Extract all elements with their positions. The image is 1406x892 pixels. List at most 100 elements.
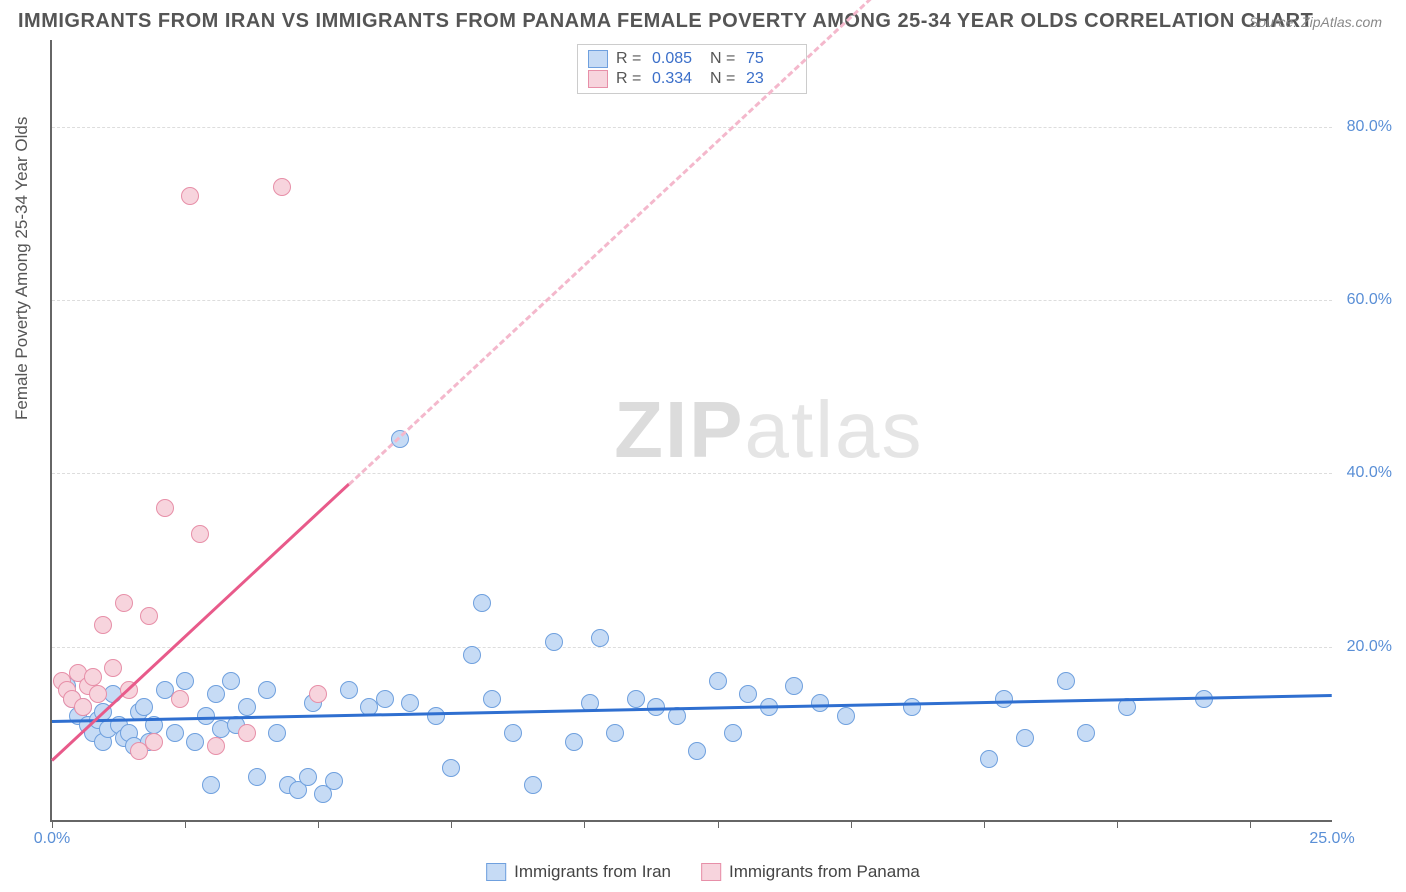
legend-r-value: 0.085 (652, 50, 702, 68)
data-point-iran (340, 681, 358, 699)
gridline (52, 647, 1332, 648)
legend-n-value: 75 (746, 50, 796, 68)
data-point-iran (545, 633, 563, 651)
y-axis-label: Female Poverty Among 25-34 Year Olds (12, 117, 32, 420)
legend-item-panama: Immigrants from Panama (701, 862, 920, 882)
data-point-iran (401, 694, 419, 712)
data-point-panama (94, 616, 112, 634)
data-point-iran (202, 776, 220, 794)
legend-swatch (588, 70, 608, 88)
data-point-panama (84, 668, 102, 686)
x-tick (1250, 820, 1251, 828)
data-point-iran (483, 690, 501, 708)
x-tick-label: 25.0% (1309, 830, 1354, 848)
data-point-iran (565, 733, 583, 751)
legend-n-label: N = (710, 50, 738, 68)
data-point-panama (238, 724, 256, 742)
y-tick-label: 80.0% (1347, 118, 1392, 136)
legend-series-label: Immigrants from Panama (729, 862, 920, 882)
legend-swatch (701, 863, 721, 881)
series-legend: Immigrants from Iran Immigrants from Pana… (486, 862, 920, 882)
data-point-iran (688, 742, 706, 760)
source-value: ZipAtlas.com (1301, 14, 1382, 30)
x-tick (318, 820, 319, 828)
x-tick (851, 820, 852, 828)
data-point-iran (463, 646, 481, 664)
data-point-iran (238, 698, 256, 716)
data-point-iran (1016, 729, 1034, 747)
data-point-iran (222, 672, 240, 690)
watermark-bold: ZIP (614, 385, 744, 474)
data-point-iran (207, 685, 225, 703)
gridline (52, 300, 1332, 301)
data-point-iran (186, 733, 204, 751)
legend-series-label: Immigrants from Iran (514, 862, 671, 882)
data-point-iran (473, 594, 491, 612)
data-point-iran (724, 724, 742, 742)
data-point-iran (504, 724, 522, 742)
data-point-panama (207, 737, 225, 755)
data-point-iran (268, 724, 286, 742)
data-point-iran (427, 707, 445, 725)
y-tick-label: 60.0% (1347, 291, 1392, 309)
x-tick (584, 820, 585, 828)
data-point-iran (837, 707, 855, 725)
watermark-light: atlas (745, 385, 924, 474)
data-point-iran (811, 694, 829, 712)
data-point-iran (166, 724, 184, 742)
x-tick (718, 820, 719, 828)
data-point-panama (115, 594, 133, 612)
data-point-iran (258, 681, 276, 699)
x-tick-label: 0.0% (34, 830, 70, 848)
data-point-panama (140, 607, 158, 625)
data-point-iran (325, 772, 343, 790)
data-point-iran (524, 776, 542, 794)
legend-row-panama: R =0.334N =23 (588, 69, 796, 89)
x-tick (451, 820, 452, 828)
gridline (52, 473, 1332, 474)
data-point-panama (74, 698, 92, 716)
legend-r-label: R = (616, 70, 644, 88)
data-point-iran (135, 698, 153, 716)
data-point-panama (273, 178, 291, 196)
source-label: Source: (1249, 14, 1297, 30)
data-point-iran (903, 698, 921, 716)
data-point-iran (1057, 672, 1075, 690)
data-point-panama (104, 659, 122, 677)
x-tick (984, 820, 985, 828)
y-tick-label: 20.0% (1347, 638, 1392, 656)
data-point-iran (627, 690, 645, 708)
plot-area: ZIPatlas R =0.085N =75R =0.334N =23 20.0… (50, 40, 1332, 822)
data-point-iran (591, 629, 609, 647)
data-point-iran (785, 677, 803, 695)
watermark: ZIPatlas (614, 384, 923, 476)
data-point-panama (181, 187, 199, 205)
data-point-iran (376, 690, 394, 708)
y-tick-label: 40.0% (1347, 464, 1392, 482)
data-point-panama (89, 685, 107, 703)
data-point-iran (980, 750, 998, 768)
data-point-panama (156, 499, 174, 517)
legend-row-iran: R = 0.085 N = 75 (588, 49, 796, 69)
gridline (52, 127, 1332, 128)
data-point-iran (739, 685, 757, 703)
x-tick (1117, 820, 1118, 828)
x-tick (185, 820, 186, 828)
data-point-panama (145, 733, 163, 751)
source-attribution: Source: ZipAtlas.com (1249, 14, 1382, 30)
x-tick (52, 820, 53, 828)
data-point-iran (176, 672, 194, 690)
data-point-iran (709, 672, 727, 690)
data-point-panama (309, 685, 327, 703)
legend-swatch (486, 863, 506, 881)
legend-swatch (588, 50, 608, 68)
legend-item-iran: Immigrants from Iran (486, 862, 671, 882)
chart-title: IMMIGRANTS FROM IRAN VS IMMIGRANTS FROM … (18, 10, 1313, 33)
data-point-iran (1077, 724, 1095, 742)
legend-r-value: 0.334 (652, 70, 702, 88)
data-point-iran (299, 768, 317, 786)
data-point-iran (606, 724, 624, 742)
legend-r-label: R = (616, 50, 644, 68)
data-point-iran (248, 768, 266, 786)
data-point-panama (191, 525, 209, 543)
